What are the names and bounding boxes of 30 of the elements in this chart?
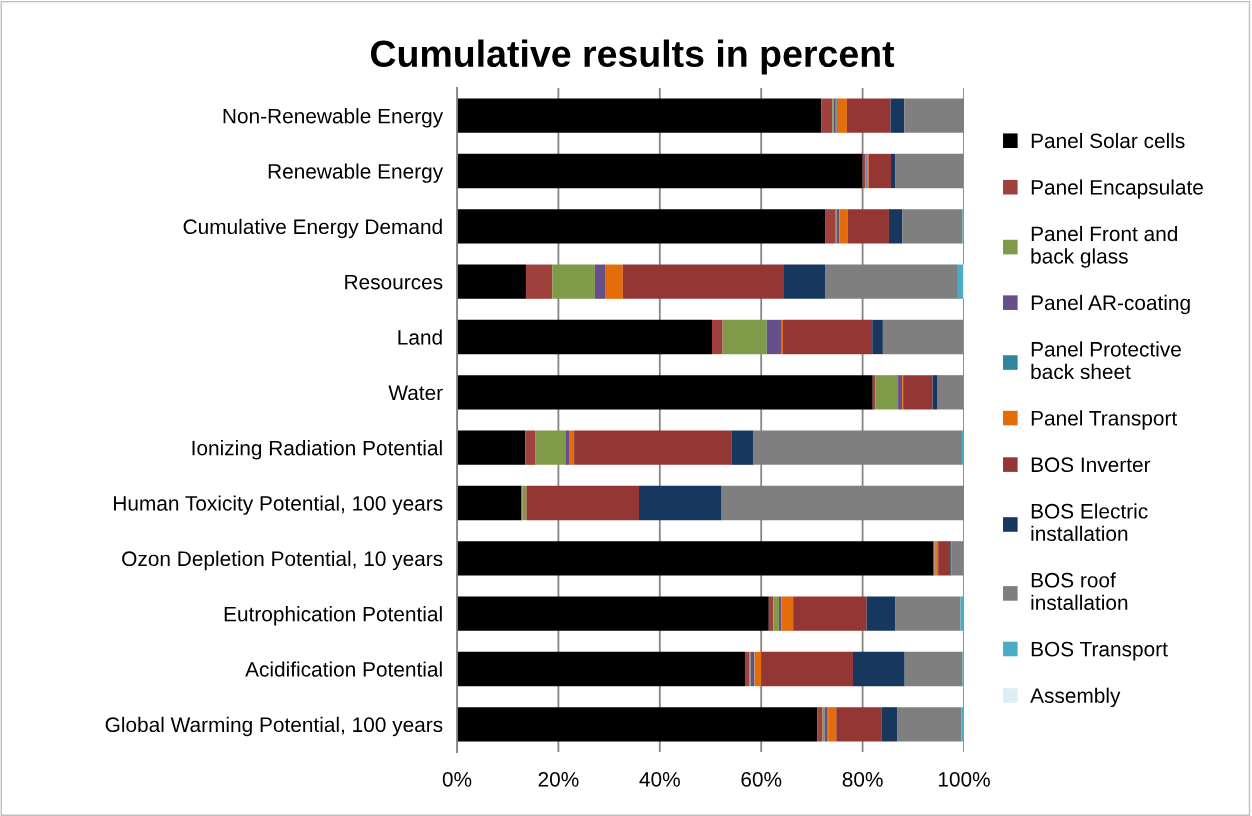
legend-label: Panel Encapsulate (1031, 179, 1203, 199)
y-tick-label: Ozon Depletion Potential, 10 years (122, 550, 443, 571)
legend-label: Panel Protective back sheet (1031, 341, 1181, 380)
chart-title: Cumulative results in percent (370, 39, 895, 75)
x-tick-label: 100% (938, 771, 990, 787)
x-tick-label: 20% (538, 771, 579, 787)
x-tick-label: 0% (442, 771, 472, 787)
legend-label: BOS Transport (1031, 641, 1168, 661)
y-tick-label: Human Toxicity Potential, 100 years (114, 495, 443, 515)
y-tick-label: Non-Renewable Energy (223, 108, 444, 128)
y-tick-label: Acidification Potential (245, 661, 442, 677)
y-tick-label: Resources (345, 274, 443, 290)
legend-label: BOS Inverter (1031, 457, 1151, 473)
legend-label: BOS Electric installation (1031, 503, 1148, 542)
y-tick-label: Cumulative Energy Demand (183, 218, 442, 239)
legend-label: BOS roof installation (1031, 572, 1128, 610)
legend-label: Panel AR-coating (1031, 294, 1190, 315)
y-tick-label: Global Warming Potential, 100 years (105, 716, 443, 737)
y-tick-label: Eutrophication Potential (224, 606, 442, 626)
legend-label: Panel Front and back glass (1031, 225, 1178, 268)
x-tick-label: 80% (842, 771, 883, 787)
x-tick-label: 40% (639, 771, 680, 787)
y-tick-label: Ionizing Radiation Potential (192, 440, 442, 460)
y-tick-label: Renewable Energy (268, 163, 444, 183)
y-tick-label: Water (388, 385, 443, 401)
x-tick-label: 60% (741, 771, 782, 787)
legend-label: Panel Solar cells (1031, 132, 1185, 149)
legend-label: Assembly (1030, 687, 1121, 708)
legend-label: Panel Transport (1031, 410, 1178, 430)
y-tick-label: Land (398, 329, 442, 345)
